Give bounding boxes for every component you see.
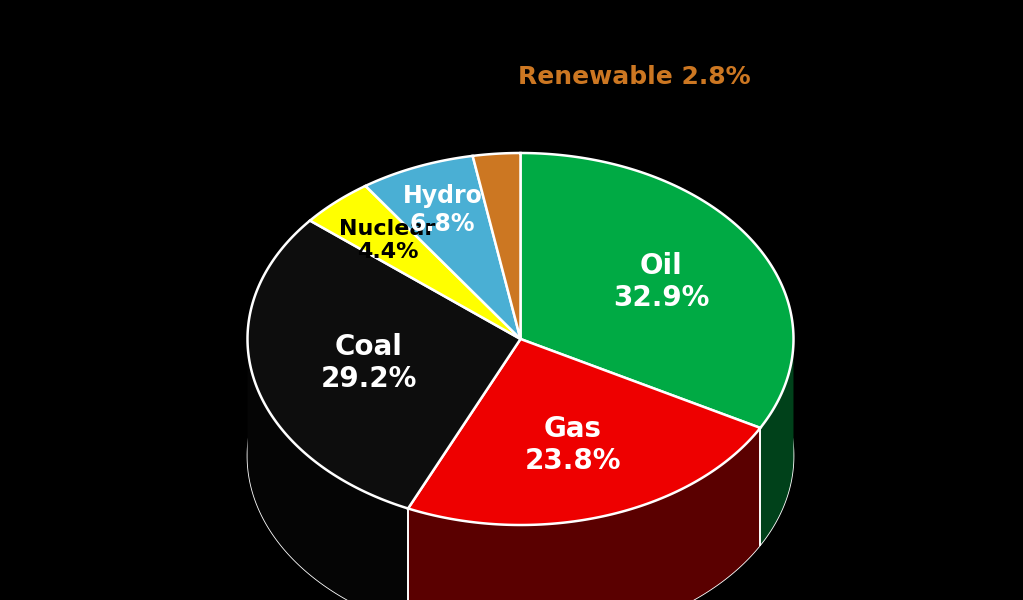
Text: Coal
29.2%: Coal 29.2% (321, 333, 417, 393)
Polygon shape (248, 221, 521, 508)
Text: Nuclear
4.4%: Nuclear 4.4% (340, 218, 436, 262)
Polygon shape (760, 341, 794, 545)
Text: Hydro
6.8%: Hydro 6.8% (403, 184, 483, 236)
Polygon shape (408, 428, 760, 600)
Polygon shape (408, 339, 760, 525)
Text: Renewable 2.8%: Renewable 2.8% (518, 65, 751, 89)
Polygon shape (310, 186, 521, 339)
Polygon shape (473, 153, 521, 339)
Polygon shape (521, 153, 794, 428)
Text: Gas
23.8%: Gas 23.8% (525, 415, 621, 475)
Text: Oil
32.9%: Oil 32.9% (613, 252, 710, 312)
Polygon shape (248, 270, 794, 600)
Polygon shape (365, 156, 521, 339)
Polygon shape (248, 341, 408, 600)
